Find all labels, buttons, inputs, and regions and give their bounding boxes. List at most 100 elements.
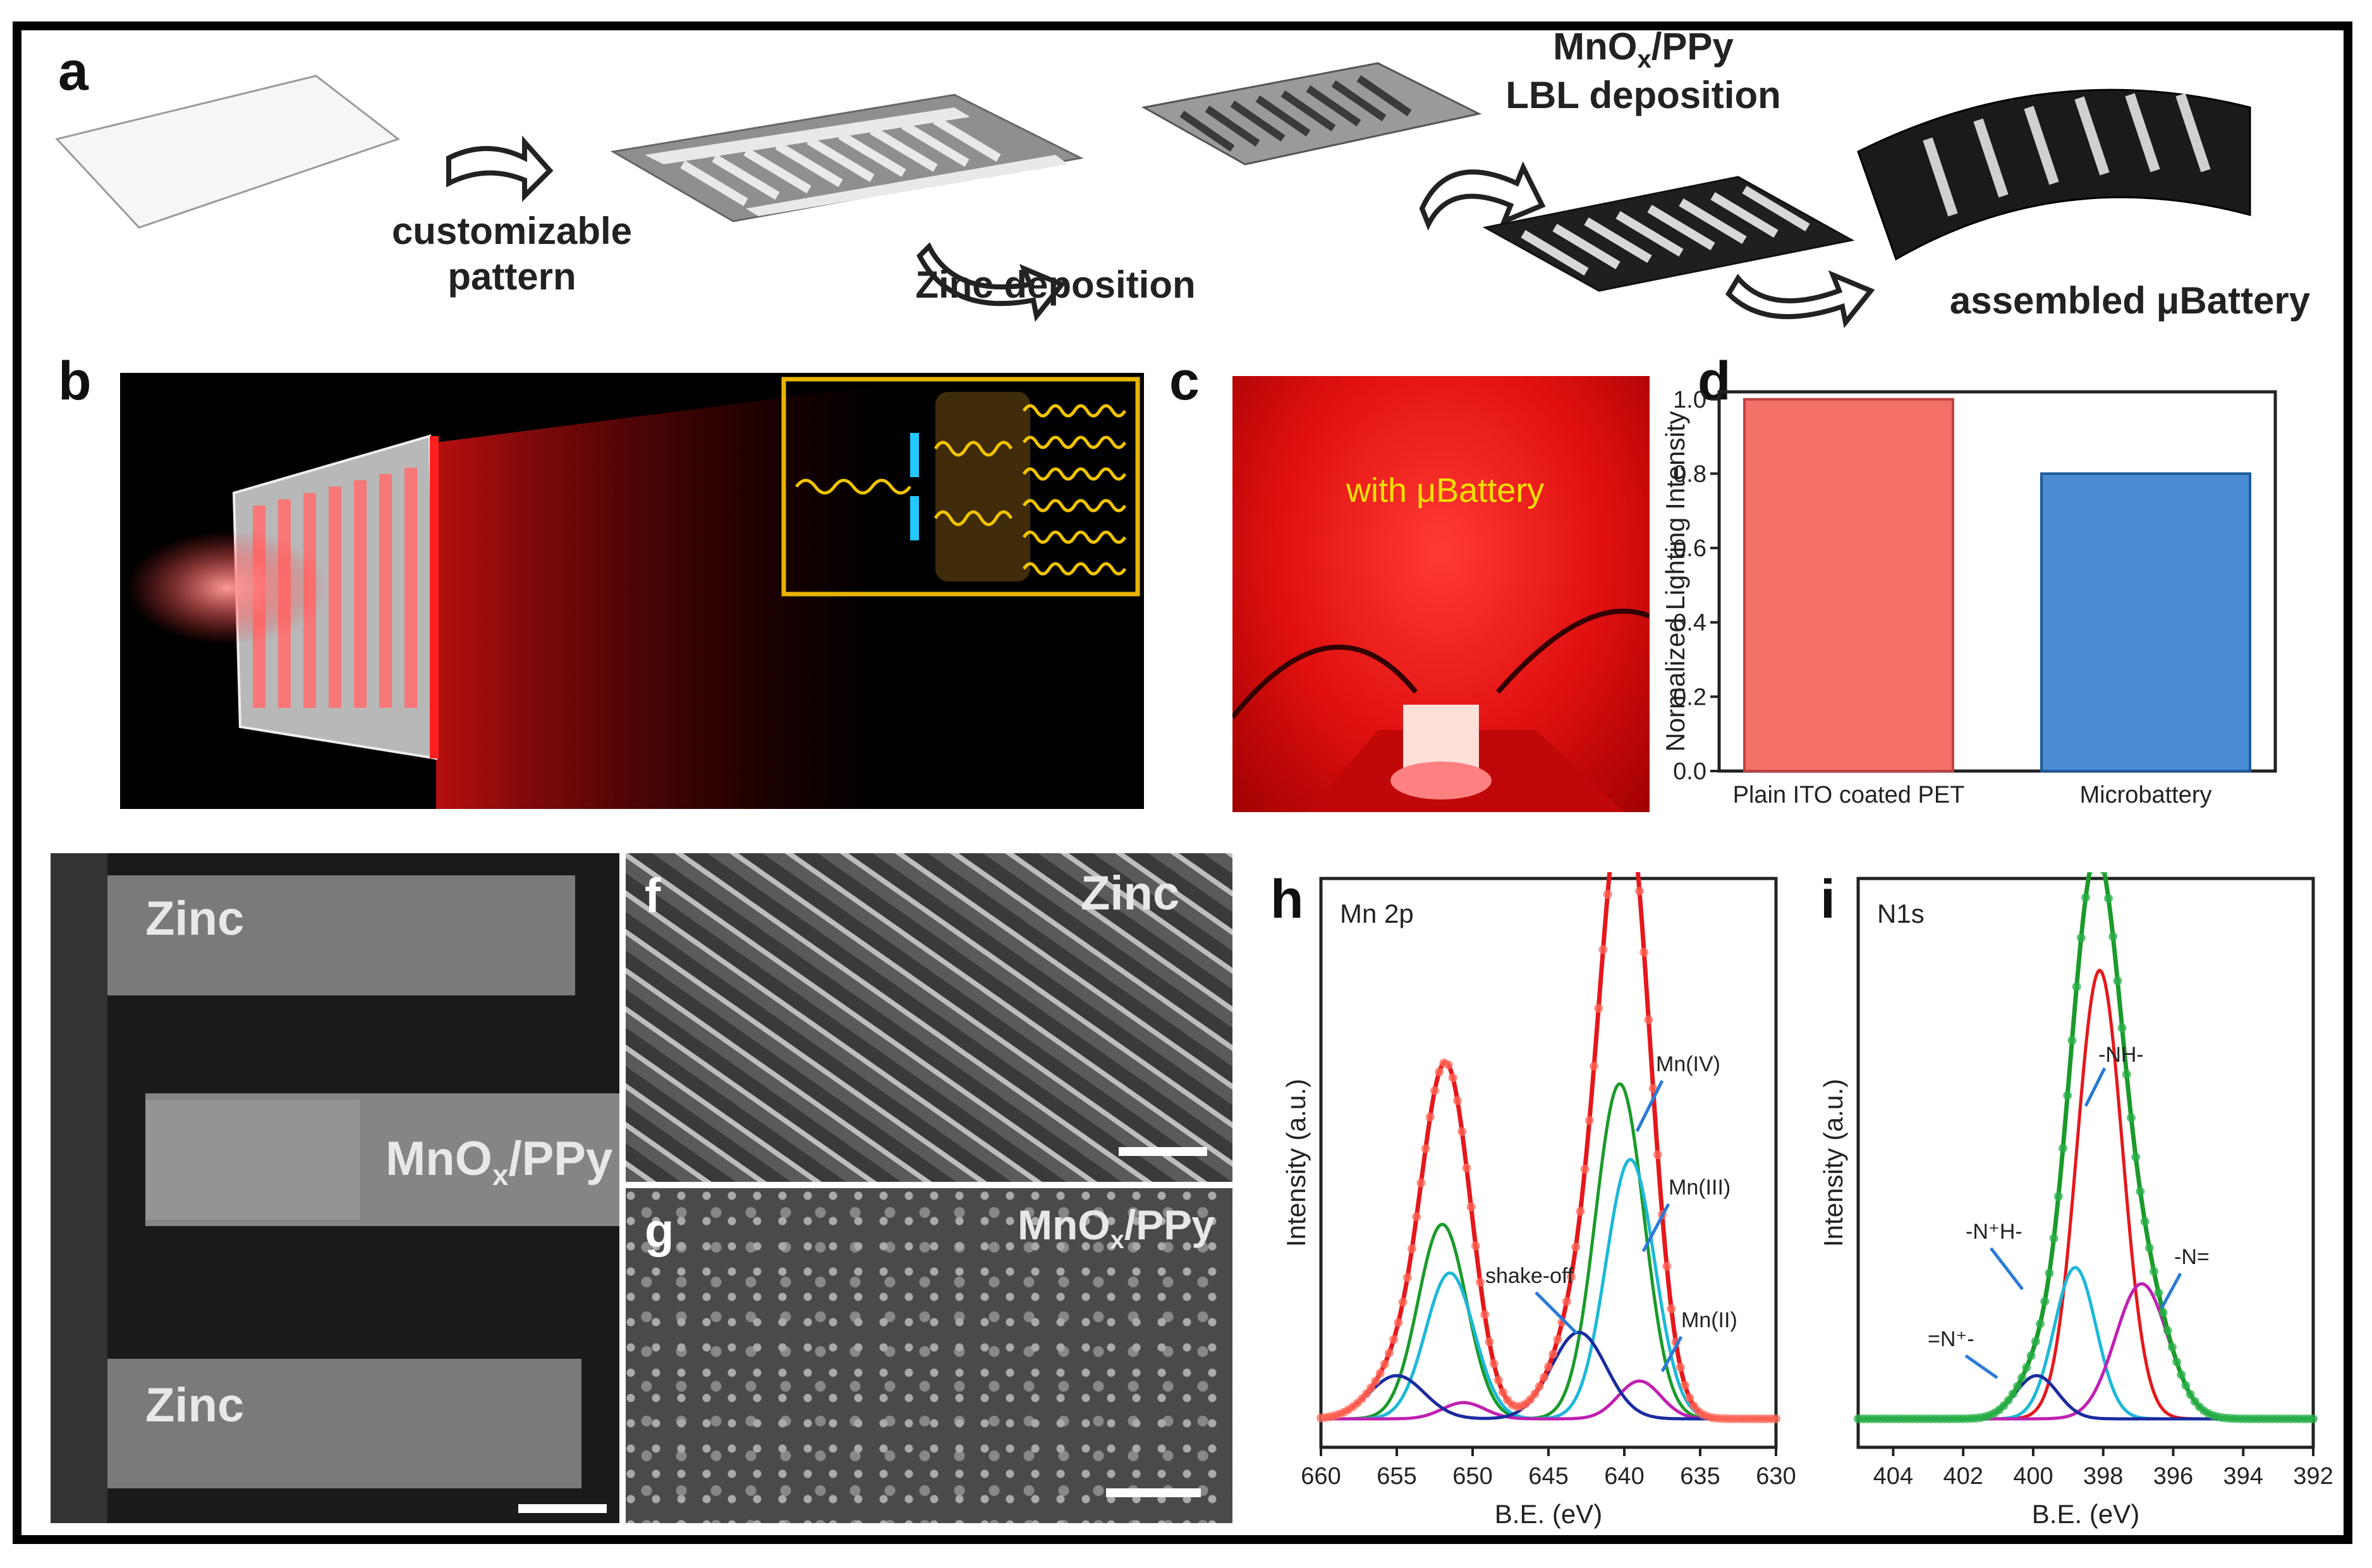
- arrow-icon: [1725, 270, 1875, 329]
- data-point: [1489, 1359, 1499, 1368]
- data-point: [1544, 1362, 1553, 1371]
- data-point: [1448, 1073, 1457, 1083]
- data-point: [1375, 1368, 1385, 1378]
- annotation-arrow: [2160, 1272, 2182, 1310]
- y-tick-label: 0.4: [1673, 610, 1706, 636]
- arrow-icon: [1419, 161, 1546, 231]
- data-point: [2031, 1337, 2040, 1346]
- data-point: [1402, 1273, 1412, 1282]
- data-point: [2172, 1357, 2181, 1366]
- data-point: [2063, 1091, 2072, 1100]
- x-tick-label: 404: [1873, 1463, 1913, 1490]
- data-point: [1653, 1150, 1662, 1160]
- data-point: [2008, 1389, 2017, 1399]
- plot-frame: [1717, 390, 2277, 773]
- data-point: [1485, 1337, 1494, 1347]
- panel-i-label: i: [1820, 869, 1835, 930]
- panel-title: N1s: [1877, 899, 1925, 928]
- annotation-arrow: [1990, 1247, 2024, 1291]
- panel-c-photo: with μBattery: [1232, 376, 1650, 812]
- data-point: [1598, 945, 1608, 954]
- plot-frame: [1856, 877, 2315, 1449]
- x-tick-label: Plain ITO coated PET: [1733, 782, 1965, 808]
- x-tick-label: 394: [2223, 1463, 2263, 1490]
- annotation-arrow: [1535, 1291, 1578, 1335]
- annotation-arrow: [1635, 1079, 1664, 1133]
- data-point: [1662, 1261, 1672, 1271]
- panel-h-chart: 660 655 650 645 640 635 630 B.E. (eV) Intensity …: [1281, 872, 1796, 1529]
- plot-frame: [1319, 877, 1778, 1449]
- zinc-strip: [101, 1359, 581, 1488]
- data-point: [1385, 1348, 1394, 1358]
- zinc-label-bottom: Zinc: [145, 1378, 245, 1432]
- data-point: [1676, 1363, 1685, 1372]
- peak-annotation: =N⁺-: [1928, 1327, 1974, 1351]
- bar: [2040, 472, 2251, 772]
- step-zinc-deposition: Zinc deposition: [915, 264, 1196, 306]
- x-tick-label: 635: [1680, 1463, 1720, 1490]
- x-tick-label: 400: [2013, 1463, 2053, 1490]
- peak-annotation: shake-off: [1485, 1264, 1574, 1288]
- data-point: [2167, 1342, 2177, 1352]
- panel-title: Mn 2p: [1340, 899, 1414, 928]
- data-point: [2186, 1390, 2195, 1399]
- with-battery-text: with μBattery: [1346, 471, 1545, 509]
- x-axis-label: B.E. (eV): [1495, 1499, 1602, 1529]
- data-point: [1590, 1062, 1598, 1071]
- data-point: [1548, 1349, 1558, 1359]
- data-point: [1444, 1060, 1453, 1069]
- data-point: [1408, 1244, 1416, 1254]
- mnox-deposited-substrate: [1482, 176, 1855, 292]
- data-point: [2067, 1036, 2077, 1045]
- zinc-label: Zinc: [1081, 866, 1180, 920]
- peak-annotation: -NH-: [2098, 1043, 2144, 1067]
- panel-f-label: f: [645, 869, 661, 923]
- data-point: [1366, 1383, 1376, 1392]
- data-point: [1772, 1414, 1780, 1423]
- data-point: [2022, 1363, 2031, 1372]
- data-point: [1539, 1373, 1548, 1382]
- data-point: [1681, 1380, 1689, 1390]
- data-point: [1644, 1015, 1653, 1024]
- arrow-icon: [446, 135, 554, 202]
- y-tick-label: 0.6: [1673, 535, 1706, 562]
- data-point: [2177, 1370, 2186, 1380]
- data-point: [2113, 976, 2122, 985]
- x-tick-label: 630: [1756, 1463, 1796, 1490]
- peak-annotation: Mn(II): [1681, 1308, 1737, 1332]
- data-point: [2122, 1069, 2131, 1079]
- x-tick-label: 645: [1528, 1463, 1568, 1490]
- annotation-arrow: [1964, 1354, 1998, 1380]
- data-point: [1603, 889, 1612, 899]
- zinc-deposited-substrate: [1141, 62, 1482, 166]
- data-point: [1535, 1382, 1544, 1391]
- panel-f-sem: f Zinc: [626, 853, 1232, 1182]
- annotation-arrow: [1660, 1335, 1683, 1373]
- y-axis-label: Intensity (a.u.): [1281, 1079, 1311, 1247]
- panel-a-schematic: [55, 62, 2251, 329]
- step-lbl-deposition: LBL deposition: [1505, 74, 1781, 116]
- x-tick-label: 650: [1452, 1463, 1492, 1490]
- data-point: [1471, 1241, 1480, 1251]
- peak-annotation: -N=: [2174, 1245, 2210, 1269]
- x-tick-label: 398: [2083, 1463, 2123, 1490]
- annotation-arrow: [2084, 1067, 2107, 1107]
- data-point: [2144, 1243, 2154, 1253]
- y-tick-label: 1.0: [1673, 387, 1706, 413]
- x-tick-label: 392: [2293, 1463, 2333, 1490]
- data-point: [1466, 1202, 1476, 1212]
- data-point: [2154, 1288, 2163, 1298]
- x-tick-label: 402: [1943, 1463, 1983, 1490]
- data-point: [2040, 1297, 2050, 1306]
- data-point: [2076, 933, 2086, 942]
- data-point: [1639, 947, 1649, 957]
- data-point: [1580, 1164, 1590, 1174]
- scale-bar: [518, 1504, 607, 1513]
- data-point: [2026, 1351, 2036, 1361]
- panel-b-illustration: [120, 373, 1144, 809]
- data-point: [1371, 1377, 1380, 1386]
- data-point: [1648, 1084, 1658, 1093]
- x-tick-label: 396: [2153, 1463, 2193, 1490]
- peak-annotation: Mn(III): [1669, 1176, 1730, 1200]
- arrow-icon: [916, 242, 1066, 322]
